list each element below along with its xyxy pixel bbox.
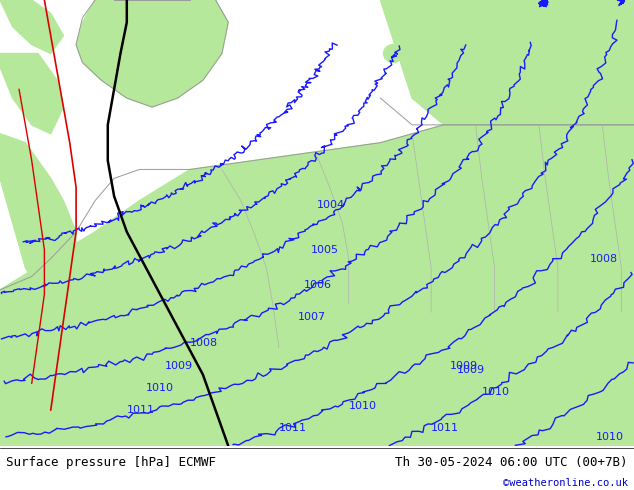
Text: Th 30-05-2024 06:00 UTC (00+7B): Th 30-05-2024 06:00 UTC (00+7B) <box>395 456 628 469</box>
Polygon shape <box>0 0 63 53</box>
Ellipse shape <box>485 36 504 53</box>
Text: 1008: 1008 <box>190 338 218 348</box>
Text: 1010: 1010 <box>349 401 377 411</box>
Ellipse shape <box>418 60 431 74</box>
Polygon shape <box>0 53 63 134</box>
Text: 1005: 1005 <box>311 245 339 255</box>
Text: 1009: 1009 <box>456 365 484 375</box>
Text: 1010: 1010 <box>596 432 624 442</box>
Text: 1010: 1010 <box>146 383 174 393</box>
Text: 1011: 1011 <box>431 423 459 433</box>
Text: 1011: 1011 <box>127 405 155 415</box>
Text: 1007: 1007 <box>298 312 326 321</box>
Text: ©weatheronline.co.uk: ©weatheronline.co.uk <box>503 478 628 489</box>
Ellipse shape <box>444 42 469 65</box>
Text: Surface pressure [hPa] ECMWF: Surface pressure [hPa] ECMWF <box>6 456 216 469</box>
Text: 1011: 1011 <box>279 423 307 433</box>
Text: 1004: 1004 <box>317 200 345 210</box>
Text: 1009: 1009 <box>165 361 193 370</box>
Polygon shape <box>0 134 76 303</box>
Polygon shape <box>76 0 228 107</box>
Ellipse shape <box>384 45 403 62</box>
Text: 1010: 1010 <box>482 388 510 397</box>
Text: 1009: 1009 <box>450 361 478 370</box>
Polygon shape <box>380 0 634 125</box>
Polygon shape <box>0 125 634 446</box>
Text: 1006: 1006 <box>304 280 332 291</box>
Text: 1008: 1008 <box>590 254 618 264</box>
